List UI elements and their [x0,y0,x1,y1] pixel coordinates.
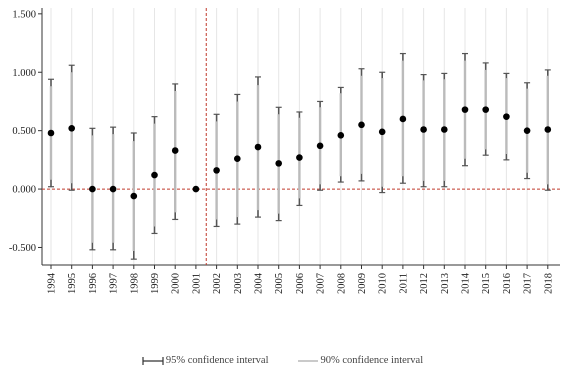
x-tick-label: 1996 [88,273,99,294]
y-tick-label: 1.000 [12,68,36,79]
point-estimate [47,129,55,137]
y-tick-label: 1.500 [12,9,36,20]
point-estimate [482,106,490,113]
x-tick-label: 1995 [67,273,78,294]
x-tick-label: 2011 [398,273,409,294]
ci95-swatch-icon [142,356,164,365]
y-tick-labels: -0.500 0.000 0.500 1.000 1.500 [9,9,36,254]
x-tick-label: 2018 [543,273,554,294]
point-estimate [192,185,200,193]
y-tick-label: 0.500 [12,126,36,137]
point-estimate [254,143,262,151]
x-tick-labels: 1994 1995 1996 1997 1998 1999 2000 2001 2002 2003… [47,272,565,294]
legend: 95% confidence interval 90% confidence i… [0,355,565,366]
x-tick-label: 2002 [212,273,223,294]
point-estimate [130,192,138,200]
point-estimate [399,115,407,123]
reference-lines [42,8,560,265]
y-tick-label: -0.500 [9,243,36,254]
x-tick-label: 2012 [419,273,430,294]
point-estimate [337,132,345,139]
ci95-bars [48,52,551,260]
y-tick-label: 0.000 [12,185,36,196]
x-tick-label: 2016 [502,273,513,294]
x-tick-label: 2013 [440,273,451,294]
legend-item-ci95: 95% confidence interval [142,355,269,366]
point-estimate [503,113,510,120]
point-estimate [89,185,96,193]
point-estimate [296,154,303,161]
x-tick-label: 2000 [171,273,182,294]
point-estimate [275,160,283,167]
x-tick-label: 2008 [336,273,347,294]
point-estimate [523,127,531,134]
point-estimate [378,128,386,136]
x-tick-label: 2017 [523,273,534,294]
x-tick-label: 2007 [316,273,327,294]
legend-item-ci90: 90% confidence interval [297,355,424,366]
x-tick-label: 2006 [295,273,306,294]
x-tick-label: 2014 [461,272,472,294]
x-tick-label: 1999 [150,273,161,294]
x-tick-label: 2005 [274,273,285,294]
point-estimate [68,125,75,132]
legend-label-ci95: 95% confidence interval [165,355,269,366]
x-tick-label: 2009 [357,273,368,294]
point-estimate [234,155,241,162]
x-tick-label: 1994 [47,272,58,294]
ci90-swatch-icon [297,359,318,362]
point-estimate [151,171,158,179]
x-tick-label: 1997 [109,273,120,294]
x-tick-label: 2003 [233,273,244,294]
point-estimate [461,106,469,113]
axes [38,8,560,269]
point-estimates [47,106,552,200]
point-estimate [441,126,448,133]
x-tick-label: 2004 [254,272,265,294]
legend-label-ci90: 90% confidence interval [320,355,424,366]
point-estimate [109,185,117,193]
point-estimate [213,167,220,174]
grid-lines [50,8,549,265]
point-estimate [171,147,179,154]
point-estimate [420,126,427,133]
x-tick-label: 2001 [191,273,202,294]
point-estimate [544,126,552,133]
point-estimate [358,121,365,129]
x-tick-label: 2015 [481,273,492,294]
x-tick-label: 2010 [378,273,389,294]
x-tick-label: 1998 [129,273,140,294]
point-estimate [316,142,324,150]
